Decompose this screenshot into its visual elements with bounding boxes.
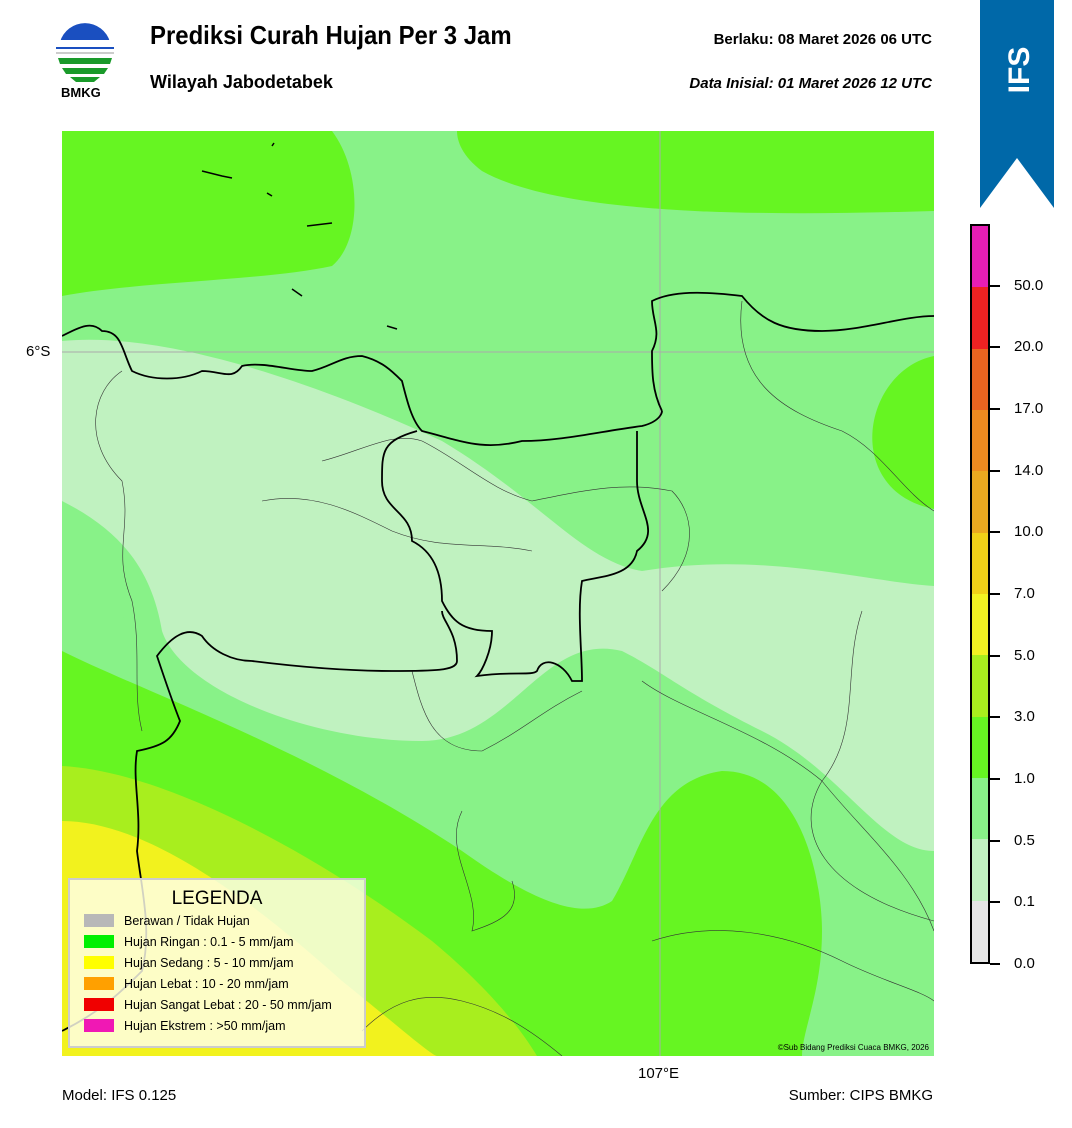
rain-0.1-0.5-region [62, 339, 934, 851]
lon-label: 107°E [638, 1065, 680, 1082]
colorbar-tick-mark [990, 531, 1000, 534]
initial-time: Data Inisial: 01 Maret 2026 12 UTC [689, 75, 932, 92]
colorbar-tick-mark [990, 778, 1000, 780]
legend-item: Hujan Sedang : 5 - 10 mm/jam [84, 952, 364, 973]
colorbar-segment [972, 655, 988, 717]
ifs-badge-text: IFS [1003, 46, 1036, 94]
colorbar-tick-mark [990, 901, 1000, 904]
map-credit: ©Sub Bidang Prediksi Cuaca BMKG, 2026 [777, 1043, 929, 1052]
legend-item: Berawan / Tidak Hujan [84, 910, 364, 931]
colorbar-segment [972, 900, 988, 962]
colorbar-tick-label: 50.0 [1014, 276, 1044, 294]
colorbar-tick-label: 5.0 [1014, 646, 1035, 664]
bmkg-logo [56, 23, 114, 82]
legend-swatch [84, 1019, 114, 1032]
colorbar-segment [972, 716, 988, 778]
ifs-banner [980, 0, 1054, 208]
page-subtitle: Wilayah Jabodetabek [150, 72, 333, 92]
colorbar-tick-mark [990, 654, 1000, 657]
colorbar [970, 224, 990, 964]
legend-label: Hujan Sedang : 5 - 10 mm/jam [124, 955, 294, 970]
rain-0.5-1-region-w [62, 591, 152, 671]
colorbar-tick-mark [990, 963, 1000, 965]
legend-label: Hujan Sangat Lebat : 20 - 50 mm/jam [124, 997, 332, 1012]
colorbar-tick-label: 3.0 [1014, 708, 1035, 726]
legend-swatch [84, 956, 114, 969]
legend-swatch [84, 998, 114, 1011]
colorbar-tick-label: 20.0 [1014, 338, 1044, 356]
legend-label: Hujan Lebat : 10 - 20 mm/jam [124, 976, 289, 991]
colorbar-tick-mark [990, 284, 1000, 287]
legend-item: Hujan Lebat : 10 - 20 mm/jam [84, 973, 364, 994]
legend-label: Hujan Ringan : 0.1 - 5 mm/jam [124, 934, 294, 949]
legend-item: Hujan Ringan : 0.1 - 5 mm/jam [84, 931, 364, 952]
model-label: Model: IFS 0.125 [62, 1087, 177, 1104]
colorbar-tick-mark [990, 346, 1000, 349]
colorbar-segment [972, 593, 988, 656]
colorbar-tick-label: 0.5 [1014, 831, 1035, 849]
rain-1-3-region-nw [62, 131, 355, 296]
colorbar-segment [972, 409, 988, 472]
legend-swatch [84, 977, 114, 990]
colorbar-tick-mark [990, 593, 1000, 595]
colorbar-tick-mark [990, 716, 1000, 719]
source-label: Sumber: CIPS BMKG [788, 1087, 933, 1104]
legend-label: Berawan / Tidak Hujan [124, 913, 250, 928]
colorbar-segment [972, 777, 988, 840]
colorbar-segment [972, 532, 988, 594]
lat-label: 6°S [26, 343, 51, 360]
colorbar-tick-label: 7.0 [1014, 585, 1035, 602]
logo-text: BMKG [61, 85, 101, 100]
legend-label: Hujan Ekstrem : >50 mm/jam [124, 1018, 286, 1033]
legend-item: Hujan Ekstrem : >50 mm/jam [84, 1015, 364, 1036]
page-title: Prediksi Curah Hujan Per 3 Jam [150, 20, 512, 50]
colorbar-segment [972, 287, 988, 349]
colorbar-segment [972, 839, 988, 901]
colorbar-tick-mark [990, 839, 1000, 842]
legend: LEGENDA Berawan / Tidak Hujan Hujan Ringa… [68, 878, 366, 1048]
colorbar-tick-label: 10.0 [1014, 523, 1044, 541]
colorbar-segment [972, 226, 988, 288]
colorbar-tick-label: 17.0 [1014, 400, 1044, 417]
legend-swatch [84, 914, 114, 927]
colorbar-segment [972, 471, 988, 533]
legend-swatch [84, 935, 114, 948]
valid-time: Berlaku: 08 Maret 2026 06 UTC [713, 31, 932, 48]
colorbar-tick-label: 0.0 [1014, 955, 1035, 972]
legend-items: Berawan / Tidak Hujan Hujan Ringan : 0.1 … [70, 910, 364, 1036]
colorbar-tick-label: 0.1 [1014, 893, 1035, 911]
colorbar-tick-label: 1.0 [1014, 770, 1035, 787]
colorbar-tick-label: 14.0 [1014, 461, 1044, 479]
rain-1-3-region-ne [457, 131, 934, 214]
legend-item: Hujan Sangat Lebat : 20 - 50 mm/jam [84, 994, 364, 1015]
islands [201, 142, 398, 330]
colorbar-tick-mark [990, 408, 1000, 410]
legend-title: LEGENDA [171, 888, 263, 909]
rain-1-3-region-e [872, 356, 934, 509]
colorbar-tick-mark [990, 469, 1000, 472]
colorbar-segment [972, 348, 988, 410]
